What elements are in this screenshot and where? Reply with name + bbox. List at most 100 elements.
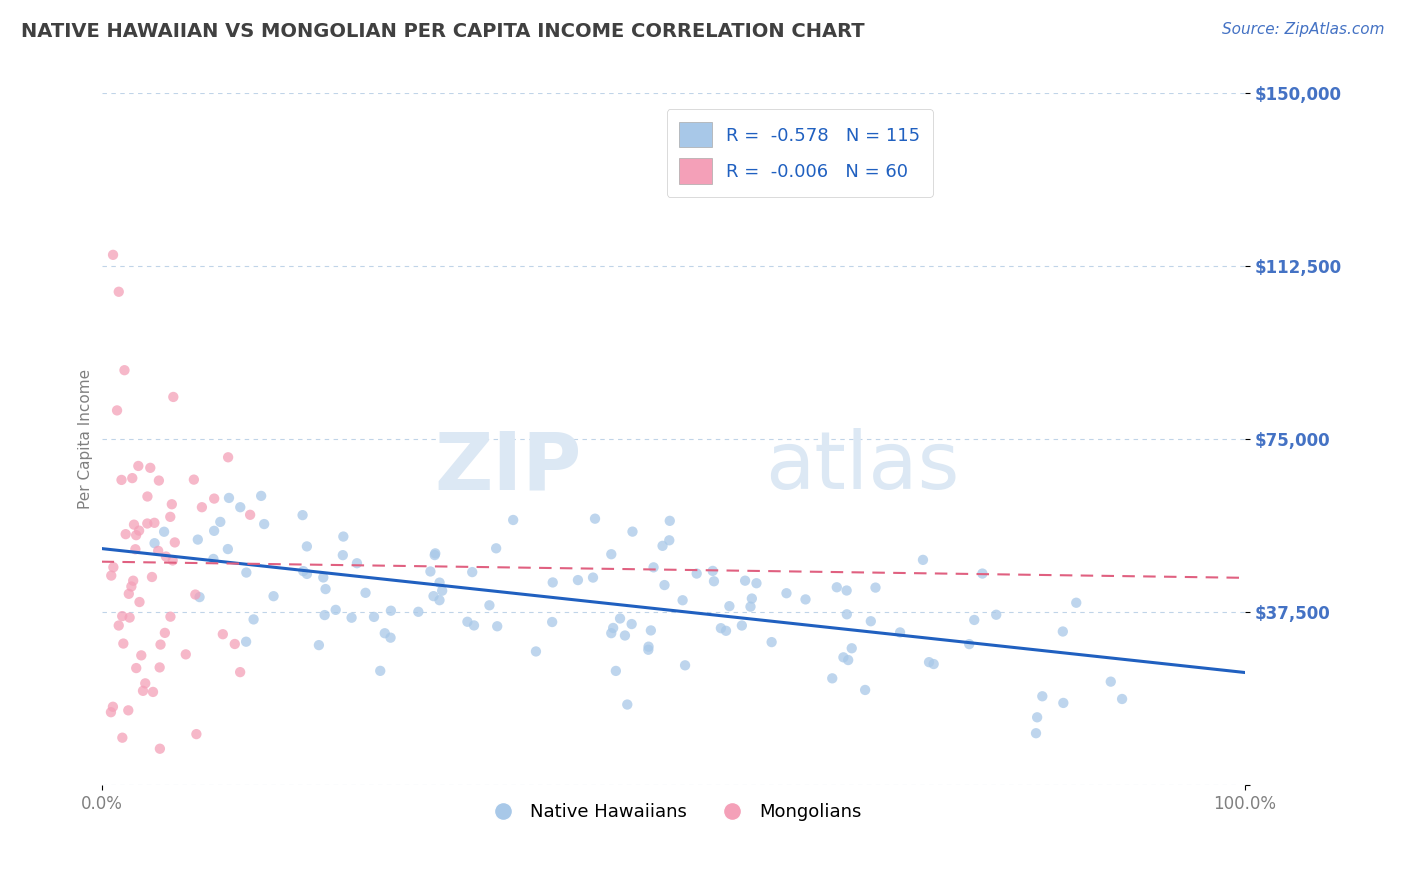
Point bbox=[714, 624, 737, 638]
Point bbox=[110, 473, 132, 487]
Point bbox=[128, 595, 150, 609]
Point bbox=[129, 648, 152, 663]
Point bbox=[616, 698, 638, 712]
Point bbox=[835, 607, 858, 622]
Point bbox=[111, 731, 134, 745]
Point bbox=[315, 582, 337, 596]
Point bbox=[101, 248, 124, 262]
Point bbox=[312, 570, 335, 584]
Point bbox=[425, 546, 447, 560]
Point bbox=[911, 553, 934, 567]
Point bbox=[112, 636, 135, 650]
Point bbox=[118, 587, 141, 601]
Point bbox=[188, 590, 211, 604]
Point bbox=[835, 583, 858, 598]
Point bbox=[163, 535, 186, 549]
Point bbox=[100, 705, 122, 719]
Point bbox=[583, 511, 606, 525]
Legend: Native Hawaiians, Mongolians: Native Hawaiians, Mongolians bbox=[478, 796, 869, 829]
Point bbox=[114, 363, 136, 377]
Point bbox=[159, 609, 181, 624]
Point bbox=[741, 591, 763, 606]
Point bbox=[235, 566, 257, 580]
Point bbox=[346, 556, 368, 570]
Point bbox=[122, 574, 145, 588]
Point bbox=[128, 524, 150, 538]
Point bbox=[149, 660, 172, 674]
Point bbox=[794, 592, 817, 607]
Point bbox=[429, 575, 451, 590]
Point bbox=[142, 685, 165, 699]
Point bbox=[125, 661, 148, 675]
Point bbox=[209, 515, 232, 529]
Point bbox=[761, 635, 783, 649]
Point bbox=[229, 500, 252, 515]
Point bbox=[217, 450, 239, 465]
Point bbox=[651, 539, 673, 553]
Point bbox=[153, 524, 176, 539]
Point bbox=[380, 631, 402, 645]
Point bbox=[149, 638, 172, 652]
Point bbox=[308, 638, 330, 652]
Point bbox=[314, 608, 336, 623]
Y-axis label: Per Capita Income: Per Capita Income bbox=[79, 369, 93, 509]
Point bbox=[423, 548, 446, 562]
Point bbox=[202, 524, 225, 538]
Point bbox=[117, 703, 139, 717]
Point bbox=[832, 650, 855, 665]
Point bbox=[218, 491, 240, 505]
Point bbox=[408, 605, 430, 619]
Point bbox=[419, 565, 441, 579]
Point bbox=[1031, 690, 1053, 704]
Point bbox=[380, 604, 402, 618]
Point bbox=[187, 533, 209, 547]
Point bbox=[640, 624, 662, 638]
Point bbox=[671, 593, 693, 607]
Point bbox=[865, 581, 887, 595]
Point bbox=[363, 610, 385, 624]
Point bbox=[922, 657, 945, 671]
Point bbox=[463, 618, 485, 632]
Point bbox=[325, 603, 347, 617]
Point bbox=[825, 580, 848, 594]
Point bbox=[160, 497, 183, 511]
Point bbox=[1025, 726, 1047, 740]
Text: Source: ZipAtlas.com: Source: ZipAtlas.com bbox=[1222, 22, 1385, 37]
Point bbox=[139, 460, 162, 475]
Point bbox=[702, 564, 724, 578]
Point bbox=[111, 609, 134, 624]
Point bbox=[582, 571, 605, 585]
Point bbox=[118, 610, 141, 624]
Point bbox=[485, 541, 508, 556]
Point bbox=[332, 548, 354, 562]
Point bbox=[1099, 674, 1122, 689]
Point bbox=[1111, 692, 1133, 706]
Point bbox=[253, 517, 276, 532]
Point bbox=[120, 579, 142, 593]
Point bbox=[107, 618, 129, 632]
Point bbox=[332, 530, 354, 544]
Point bbox=[162, 553, 184, 567]
Point bbox=[986, 607, 1008, 622]
Point bbox=[734, 574, 756, 588]
Point bbox=[957, 637, 980, 651]
Point bbox=[422, 589, 444, 603]
Point bbox=[605, 664, 627, 678]
Point bbox=[263, 589, 285, 603]
Point bbox=[136, 490, 159, 504]
Point bbox=[837, 653, 859, 667]
Point bbox=[637, 642, 659, 657]
Point bbox=[567, 573, 589, 587]
Point bbox=[354, 586, 377, 600]
Point bbox=[745, 576, 768, 591]
Point bbox=[821, 671, 844, 685]
Point bbox=[429, 593, 451, 607]
Point bbox=[239, 508, 262, 522]
Point bbox=[1064, 596, 1087, 610]
Point bbox=[430, 583, 453, 598]
Point bbox=[461, 565, 484, 579]
Point bbox=[740, 599, 762, 614]
Point bbox=[114, 527, 136, 541]
Point bbox=[486, 619, 509, 633]
Point bbox=[103, 560, 125, 574]
